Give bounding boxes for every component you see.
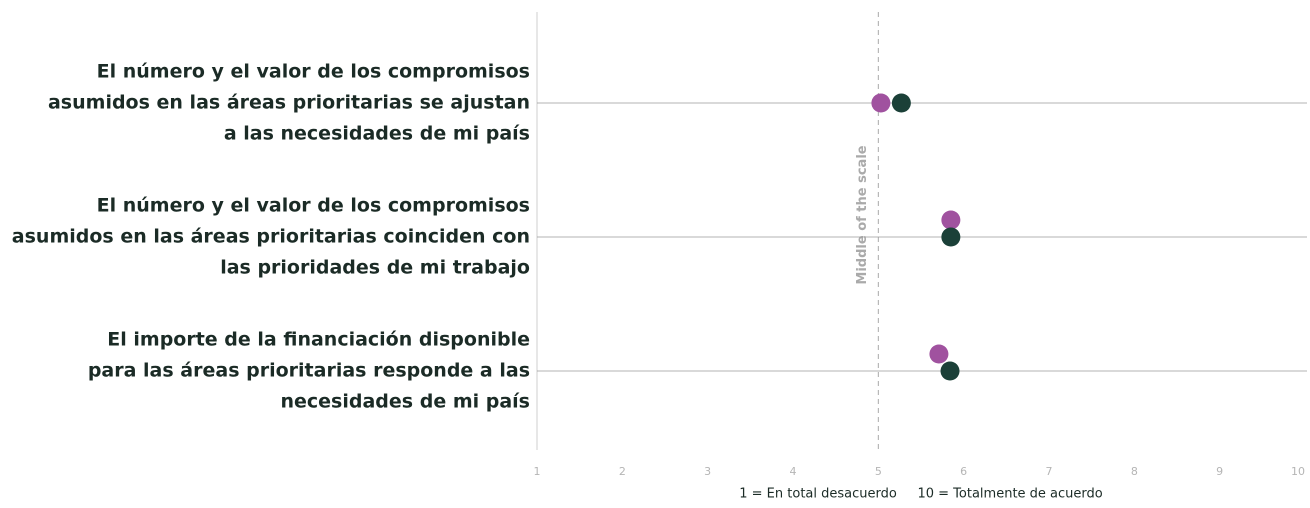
x-tick-label: 5 — [875, 465, 882, 478]
x-tick-label: 2 — [619, 465, 626, 478]
x-tick-label: 7 — [1046, 465, 1053, 478]
category-label: El importe de la financiación disponible… — [87, 328, 530, 413]
dot — [941, 227, 961, 247]
x-tick-label: 8 — [1131, 465, 1138, 478]
dot — [891, 93, 911, 113]
dot — [929, 344, 949, 364]
category-label: El número y el valor de los compromisos … — [11, 194, 530, 279]
x-tick-label: 4 — [790, 465, 797, 478]
x-tick-label: 10 — [1291, 465, 1305, 478]
dot — [940, 361, 960, 381]
reference-label: Middle of the scale — [855, 145, 870, 284]
dot — [941, 210, 961, 230]
x-tick-label: 6 — [960, 465, 967, 478]
category-label: El número y el valor de los compromisos … — [47, 60, 530, 145]
x-tick-label: 1 — [534, 465, 541, 478]
x-axis-label: 1 = En total desacuerdo 10 = Totalmente … — [739, 487, 1103, 502]
dot — [871, 93, 891, 113]
x-tick-label: 9 — [1216, 465, 1223, 478]
x-tick-label: 3 — [704, 465, 711, 478]
